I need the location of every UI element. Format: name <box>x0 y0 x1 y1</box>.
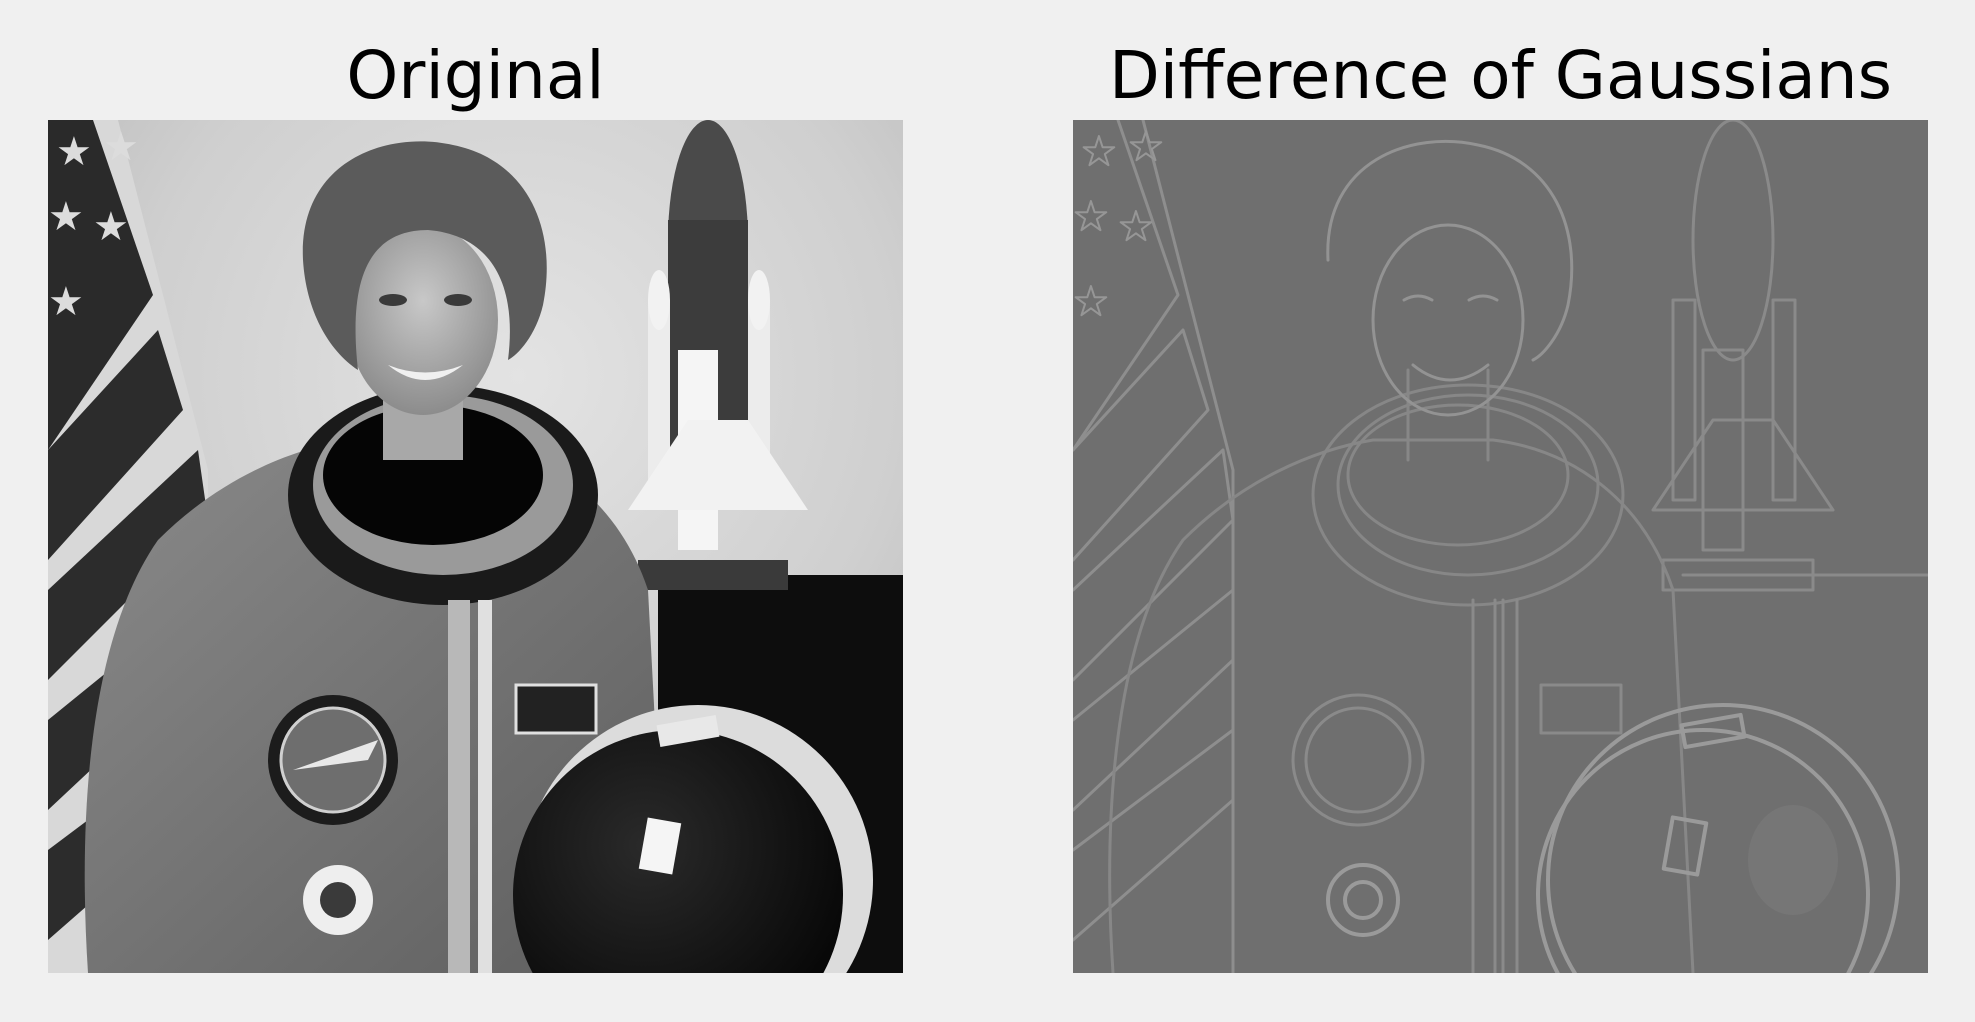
dog-panel: Difference of Gaussians ★ ★ ★ ★ <box>1073 0 1928 1022</box>
dog-title: Difference of Gaussians <box>1108 37 1892 114</box>
dog-image: ★ ★ ★ ★ ★ <box>1073 120 1928 973</box>
svg-text:★: ★ <box>1118 204 1154 250</box>
svg-text:★: ★ <box>1081 129 1117 175</box>
helmet-edges-shape <box>1326 703 1900 973</box>
svg-text:★: ★ <box>93 204 129 250</box>
helmet-shape <box>513 705 873 973</box>
svg-text:★: ★ <box>1073 279 1109 325</box>
svg-text:★: ★ <box>103 124 139 170</box>
mission-patch-shape <box>268 695 398 825</box>
shuttle-model-shape <box>628 120 808 590</box>
original-panel: Original <box>48 0 903 1022</box>
svg-text:★: ★ <box>48 194 84 240</box>
shuttle-edges-shape <box>1651 120 1928 592</box>
svg-text:★: ★ <box>56 129 92 175</box>
svg-text:★: ★ <box>1128 124 1164 170</box>
svg-text:★: ★ <box>48 279 84 325</box>
svg-text:★: ★ <box>1073 194 1109 240</box>
original-title: Original <box>346 37 605 114</box>
flag-edges-shape <box>1073 120 1235 973</box>
original-image: ★ ★ ★ ★ ★ <box>48 120 903 973</box>
